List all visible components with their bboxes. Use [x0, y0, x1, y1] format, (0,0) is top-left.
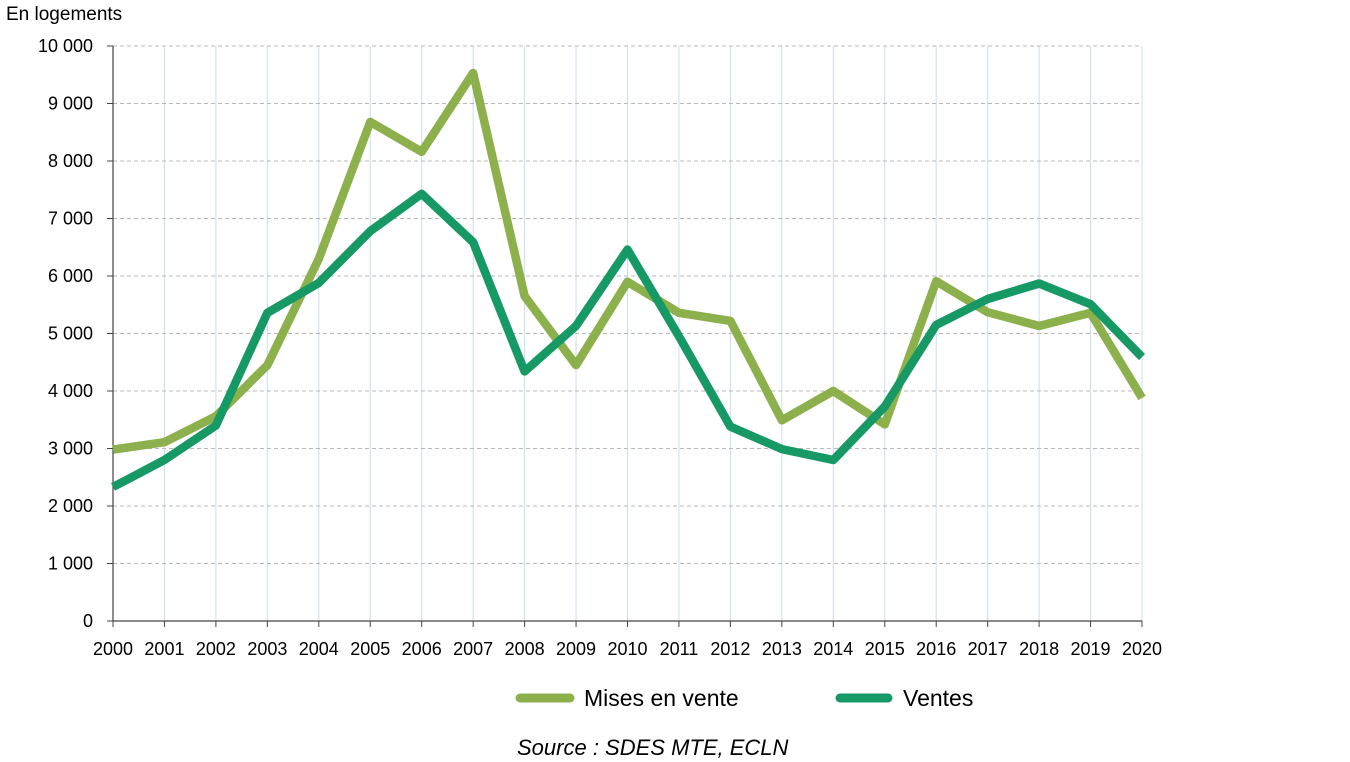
x-tick-label: 2017 [968, 639, 1008, 659]
y-axis-tick-labels: 0 1 000 2 000 3 000 4 000 5 000 6 000 7 000 8 00… [38, 36, 113, 631]
x-axis-tick-labels: 2000 2001 2002 2003 2004 2005 2006 2007 2008 2009… [93, 621, 1162, 659]
legend-item-mises-en-vente: Mises en vente [515, 685, 739, 711]
y-tick-label: 6 000 [48, 266, 93, 286]
x-tick-label: 2008 [505, 639, 545, 659]
y-tick-label: 3 000 [48, 439, 93, 459]
x-tick-label: 2015 [865, 639, 905, 659]
series-line-mises-en-vente [112, 68, 1146, 454]
x-tick-label: 2020 [1122, 639, 1162, 659]
x-tick-label: 2000 [93, 639, 133, 659]
legend-item-ventes: Ventes [835, 685, 973, 711]
x-tick-label: 2002 [196, 639, 236, 659]
y-tick-label: 8 000 [48, 151, 93, 171]
y-tick-label: 9 000 [48, 94, 93, 114]
x-tick-label: 2009 [556, 639, 596, 659]
y-tick-label: 2 000 [48, 496, 93, 516]
x-tick-label: 2013 [762, 639, 802, 659]
gridlines [113, 45, 1143, 621]
y-tick-label: 1 000 [48, 554, 93, 574]
legend: Mises en vente Ventes [515, 685, 973, 711]
y-tick-label: 10 000 [38, 36, 93, 56]
x-tick-label: 2014 [813, 639, 853, 659]
source-note: Source : SDES MTE, ECLN [517, 735, 789, 760]
legend-label-ventes: Ventes [903, 685, 973, 711]
x-tick-label: 2012 [710, 639, 750, 659]
x-tick-label: 2007 [453, 639, 493, 659]
x-tick-label: 2016 [916, 639, 956, 659]
x-tick-label: 2003 [247, 639, 287, 659]
y-tick-label: 5 000 [48, 324, 93, 344]
y-tick-label: 0 [83, 611, 93, 631]
x-tick-label: 2019 [1071, 639, 1111, 659]
series-lines [111, 68, 1146, 491]
x-tick-label: 2006 [402, 639, 442, 659]
x-tick-label: 2001 [144, 639, 184, 659]
series-line-ventes [111, 189, 1146, 491]
x-tick-label: 2011 [660, 639, 699, 659]
y-tick-label: 4 000 [48, 381, 93, 401]
x-tick-label: 2005 [350, 639, 390, 659]
x-tick-label: 2018 [1019, 639, 1059, 659]
y-axis-unit-label: En logements [6, 4, 122, 25]
legend-label-mises-en-vente: Mises en vente [584, 685, 739, 711]
x-tick-label: 2010 [607, 639, 647, 659]
x-tick-label: 2004 [299, 639, 339, 659]
y-tick-label: 7 000 [48, 209, 93, 229]
